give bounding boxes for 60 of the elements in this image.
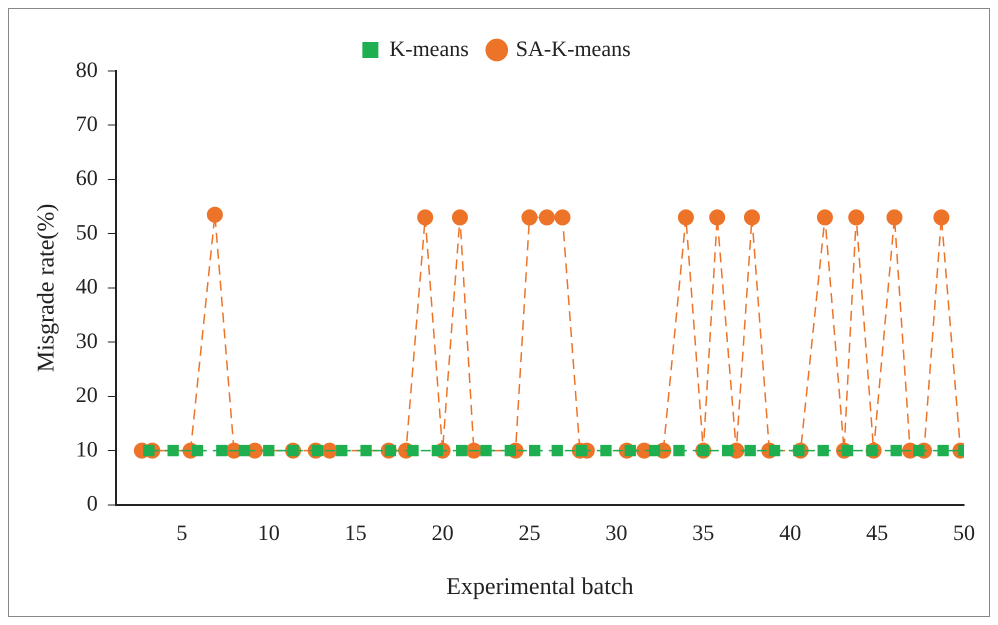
x-tick-label: 20 <box>432 520 454 545</box>
x-tick-label: 15 <box>344 520 367 545</box>
y-axis-title: Misgrade rate(%) <box>34 204 60 372</box>
x-tick-label: 25 <box>518 520 540 545</box>
y-tick-label: 40 <box>76 274 98 299</box>
point <box>432 444 444 456</box>
point <box>538 209 555 226</box>
legend-label: K-means <box>389 36 469 61</box>
point <box>848 209 864 226</box>
y-tick-label: 20 <box>76 382 98 408</box>
y-tick-label: 50 <box>76 219 98 244</box>
point <box>552 444 563 456</box>
point <box>768 444 780 456</box>
x-tick-label: 40 <box>779 520 802 545</box>
x-tick-label: 30 <box>605 520 628 545</box>
legend-label: SA-K-means <box>516 36 631 61</box>
point <box>192 444 204 456</box>
x-tick-label: 50 <box>953 520 975 545</box>
point <box>336 444 348 456</box>
point <box>263 444 274 456</box>
point <box>673 444 685 456</box>
point <box>709 209 726 226</box>
y-tick-label: 10 <box>76 436 98 462</box>
point <box>937 444 949 456</box>
point <box>816 209 833 226</box>
point <box>554 209 570 226</box>
y-tick-label: 60 <box>76 165 98 190</box>
point <box>360 444 372 456</box>
y-tick-label: 0 <box>86 490 98 516</box>
y-tick-label: 30 <box>76 328 98 353</box>
point <box>452 209 468 226</box>
point <box>890 444 902 456</box>
point <box>206 206 223 223</box>
point <box>417 209 434 226</box>
point <box>216 444 228 456</box>
point <box>600 444 612 456</box>
point <box>521 209 538 226</box>
point <box>678 209 694 226</box>
point <box>238 444 250 456</box>
point <box>886 209 902 226</box>
point <box>744 444 756 456</box>
point <box>456 444 468 456</box>
point <box>648 444 660 456</box>
x-tick-label: 45 <box>866 520 888 545</box>
y-tick-label: 80 <box>76 56 98 82</box>
point <box>168 444 179 456</box>
y-tick-label: 70 <box>76 111 98 136</box>
point <box>722 444 734 456</box>
x-tick-label: 5 <box>176 520 188 545</box>
point <box>407 444 419 456</box>
x-tick-label: 10 <box>258 520 280 545</box>
point <box>818 444 829 456</box>
point <box>913 444 924 456</box>
point <box>744 209 760 226</box>
x-tick-label: 35 <box>692 520 714 545</box>
point <box>529 444 540 456</box>
x-axis-title: Experimental batch <box>446 574 634 600</box>
point <box>933 209 950 226</box>
point <box>576 444 588 456</box>
point <box>480 444 492 456</box>
